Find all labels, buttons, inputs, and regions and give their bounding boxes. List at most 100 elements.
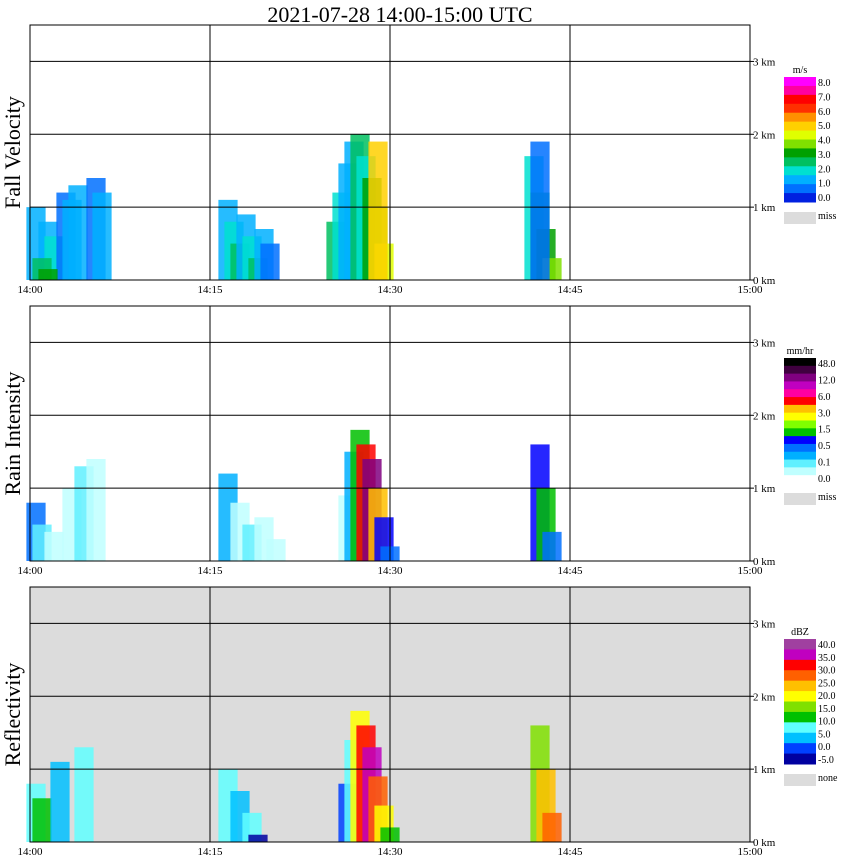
x-tick-label: 14:00 [17, 565, 43, 577]
colorbar-label: 48.0 [818, 359, 836, 370]
colorbar-label: 1.0 [818, 179, 831, 190]
colorbar-label: 40.0 [818, 640, 836, 651]
colorbar-swatch [784, 659, 816, 671]
y-tick-label: 3 km [753, 56, 776, 68]
colorbar-swatch [784, 358, 816, 367]
colorbar-label: 3.0 [818, 150, 831, 161]
colorbar-label: -5.0 [818, 755, 834, 766]
colorbar-swatch [784, 711, 816, 723]
colorbar-swatch [784, 77, 816, 87]
panel-reflectivity: 14:00 14:15 14:30 14:45 15:000 km 1 km 2 km 3 k… [0, 586, 838, 858]
colorbar-swatch [784, 94, 816, 105]
colorbar-miss-label: miss [818, 492, 836, 503]
colorbar-label: 10.0 [818, 717, 836, 728]
y-tick-label: 1 km [753, 764, 776, 776]
colorbar-label: 0.5 [818, 441, 831, 452]
colorbar-swatch [784, 175, 816, 185]
colorbar-swatch [784, 459, 816, 468]
colorbar-unit: m/s [793, 65, 808, 76]
colorbar-swatch [784, 451, 816, 461]
plot-frame [29, 305, 751, 562]
y-tick-label: 1 km [753, 483, 776, 495]
data-cell [368, 141, 388, 280]
colorbar-miss-swatch [784, 212, 816, 224]
y-tick-label: 1 km [753, 202, 776, 214]
y-tick-label: 0 km [753, 275, 776, 287]
x-tick-label: 14:15 [197, 284, 223, 296]
data-cell [542, 531, 562, 561]
colorbar: mm/hr 48.0 12.0 6.0 3.0 1.5 0.5 0.1 0.0 miss [784, 346, 836, 505]
y-axis-label: Fall Velocity [0, 96, 25, 209]
colorbar-swatch [784, 701, 816, 713]
plot-frame [29, 24, 751, 281]
data-cell [74, 747, 94, 842]
x-tick-label: 14:45 [557, 846, 583, 858]
x-tick-label: 14:45 [557, 284, 583, 296]
colorbar-label: 0.0 [818, 474, 831, 485]
colorbar-swatch [784, 670, 816, 682]
colorbar-swatch [784, 475, 816, 484]
y-tick-label: 0 km [753, 837, 776, 849]
y-tick-label: 0 km [753, 556, 776, 568]
colorbar: dBZ 40.0 35.0 30.025.0 20.0 15.0 10.05.0 0.0 -5.… [784, 627, 838, 786]
y-axis-label: Reflectivity [0, 663, 25, 767]
data-cell [44, 531, 64, 561]
colorbar-swatch [784, 85, 816, 96]
y-tick-label: 3 km [753, 618, 776, 630]
colorbar-label: 25.0 [818, 678, 836, 689]
y-tick-label: 2 km [753, 129, 776, 141]
colorbar-swatch [784, 157, 816, 167]
x-tick-label: 15:00 [737, 565, 763, 577]
data-cell [86, 459, 106, 561]
colorbar-label: 30.0 [818, 666, 836, 677]
colorbar-swatch [784, 691, 816, 702]
x-tick-label: 14:30 [377, 846, 403, 858]
figure-title: 2021-07-28 14:00-15:00 UTC [267, 2, 532, 27]
x-tick-label: 14:00 [17, 284, 43, 296]
x-tick-label: 14:30 [377, 284, 403, 296]
colorbar-label: 6.0 [818, 107, 831, 118]
colorbar-label: 3.0 [818, 408, 831, 419]
colorbar-swatch [784, 148, 816, 158]
colorbar-swatch [784, 428, 816, 437]
data-cell [68, 185, 88, 280]
colorbar-label: 8.0 [818, 78, 831, 89]
colorbar-swatch [784, 753, 816, 765]
colorbar: m/s 8.0 7.0 6.0 5.0 4.0 3.0 2.0 1.0 0.0 miss [784, 65, 836, 224]
colorbar-swatch [784, 680, 816, 692]
colorbar-swatch [784, 381, 816, 390]
data-cell [248, 834, 268, 842]
colorbar-label: 5.0 [818, 121, 831, 132]
data-cell [50, 761, 70, 842]
colorbar-label: 5.0 [818, 729, 831, 740]
colorbar-swatch [784, 743, 816, 755]
panel-fall-velocity: 14:00 14:15 14:30 14:45 15:000 km 1 km 2 km 3 k… [0, 24, 836, 296]
x-tick-label: 14:15 [197, 565, 223, 577]
colorbar-miss-swatch [784, 774, 816, 786]
colorbar-label: 6.0 [818, 392, 831, 403]
colorbar-label: 7.0 [818, 92, 831, 103]
colorbar-swatch [784, 103, 816, 114]
colorbar-swatch [784, 389, 816, 398]
colorbar-label: 0.0 [818, 193, 831, 204]
data-cell [530, 141, 550, 280]
colorbar-label: 2.0 [818, 164, 831, 175]
x-tick-label: 14:30 [377, 565, 403, 577]
colorbar-swatch [784, 112, 816, 123]
colorbar-swatch [784, 443, 816, 453]
colorbar-label: 12.0 [818, 375, 836, 386]
colorbar-swatch [784, 639, 816, 650]
y-tick-label: 2 km [753, 410, 776, 422]
x-tick-label: 14:15 [197, 846, 223, 858]
colorbar-swatch [784, 404, 816, 414]
y-axis-label: Rain Intensity [0, 371, 25, 495]
colorbar-miss-label: miss [818, 211, 836, 222]
data-cell [32, 798, 52, 842]
x-tick-label: 15:00 [737, 284, 763, 296]
colorbar-unit: dBZ [791, 627, 809, 638]
x-tick-label: 14:45 [557, 565, 583, 577]
colorbar-label: 20.0 [818, 691, 836, 702]
colorbar-swatch [784, 436, 816, 445]
data-cell [260, 243, 280, 280]
